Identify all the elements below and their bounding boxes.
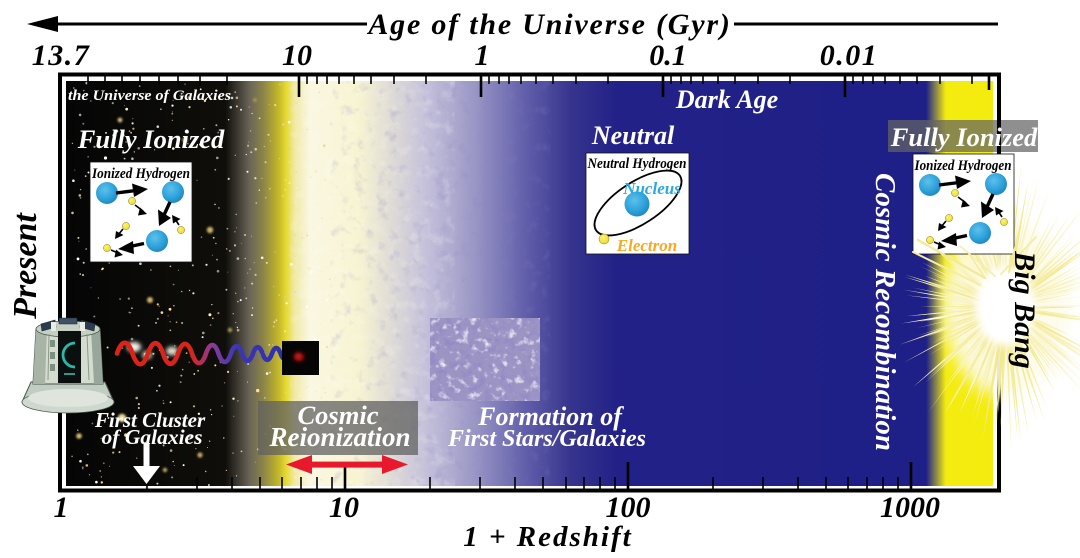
svg-text:0.01: 0.01 <box>820 39 879 72</box>
svg-text:Fully Ionized: Fully Ionized <box>77 124 225 154</box>
svg-text:First Cluster: First Cluster <box>94 408 206 432</box>
svg-text:10: 10 <box>282 39 312 72</box>
svg-text:13.7: 13.7 <box>32 39 91 72</box>
svg-text:Cosmic: Cosmic <box>298 400 379 430</box>
svg-text:Big Bang: Big Bang <box>1008 250 1041 369</box>
svg-text:First Stars/Galaxies: First Stars/Galaxies <box>447 426 646 452</box>
svg-text:Nucleus: Nucleus <box>622 179 681 198</box>
svg-text:Ionized Hydrogen: Ionized Hydrogen <box>91 166 190 182</box>
svg-text:Reionization: Reionization <box>268 422 410 452</box>
svg-text:10: 10 <box>329 491 359 524</box>
svg-text:100: 100 <box>606 491 651 524</box>
svg-text:1000: 1000 <box>880 491 940 524</box>
svg-text:0.1: 0.1 <box>649 39 687 72</box>
svg-text:Formation of: Formation of <box>477 402 624 431</box>
svg-text:Electron: Electron <box>616 236 677 255</box>
svg-text:Neutral Hydrogen: Neutral Hydrogen <box>587 156 687 172</box>
svg-text:Present: Present <box>7 212 44 320</box>
svg-text:Ionized Hydrogen: Ionized Hydrogen <box>914 158 1012 174</box>
svg-text:Dark Age: Dark Age <box>675 85 778 114</box>
svg-text:1: 1 <box>475 39 490 72</box>
svg-text:the Universe of Galaxies: the Universe of Galaxies <box>68 88 231 104</box>
svg-text:of Galaxies: of Galaxies <box>102 425 203 449</box>
svg-text:Cosmic Recombination: Cosmic Recombination <box>869 173 901 451</box>
svg-text:Age of the Universe (Gyr): Age of the Universe (Gyr) <box>366 8 731 41</box>
svg-text:Fully Ionized: Fully Ionized <box>890 122 1038 152</box>
svg-text:1: 1 <box>54 491 69 524</box>
svg-text:1 + Redshift: 1 + Redshift <box>463 521 632 553</box>
svg-text:Neutral: Neutral <box>591 121 675 150</box>
